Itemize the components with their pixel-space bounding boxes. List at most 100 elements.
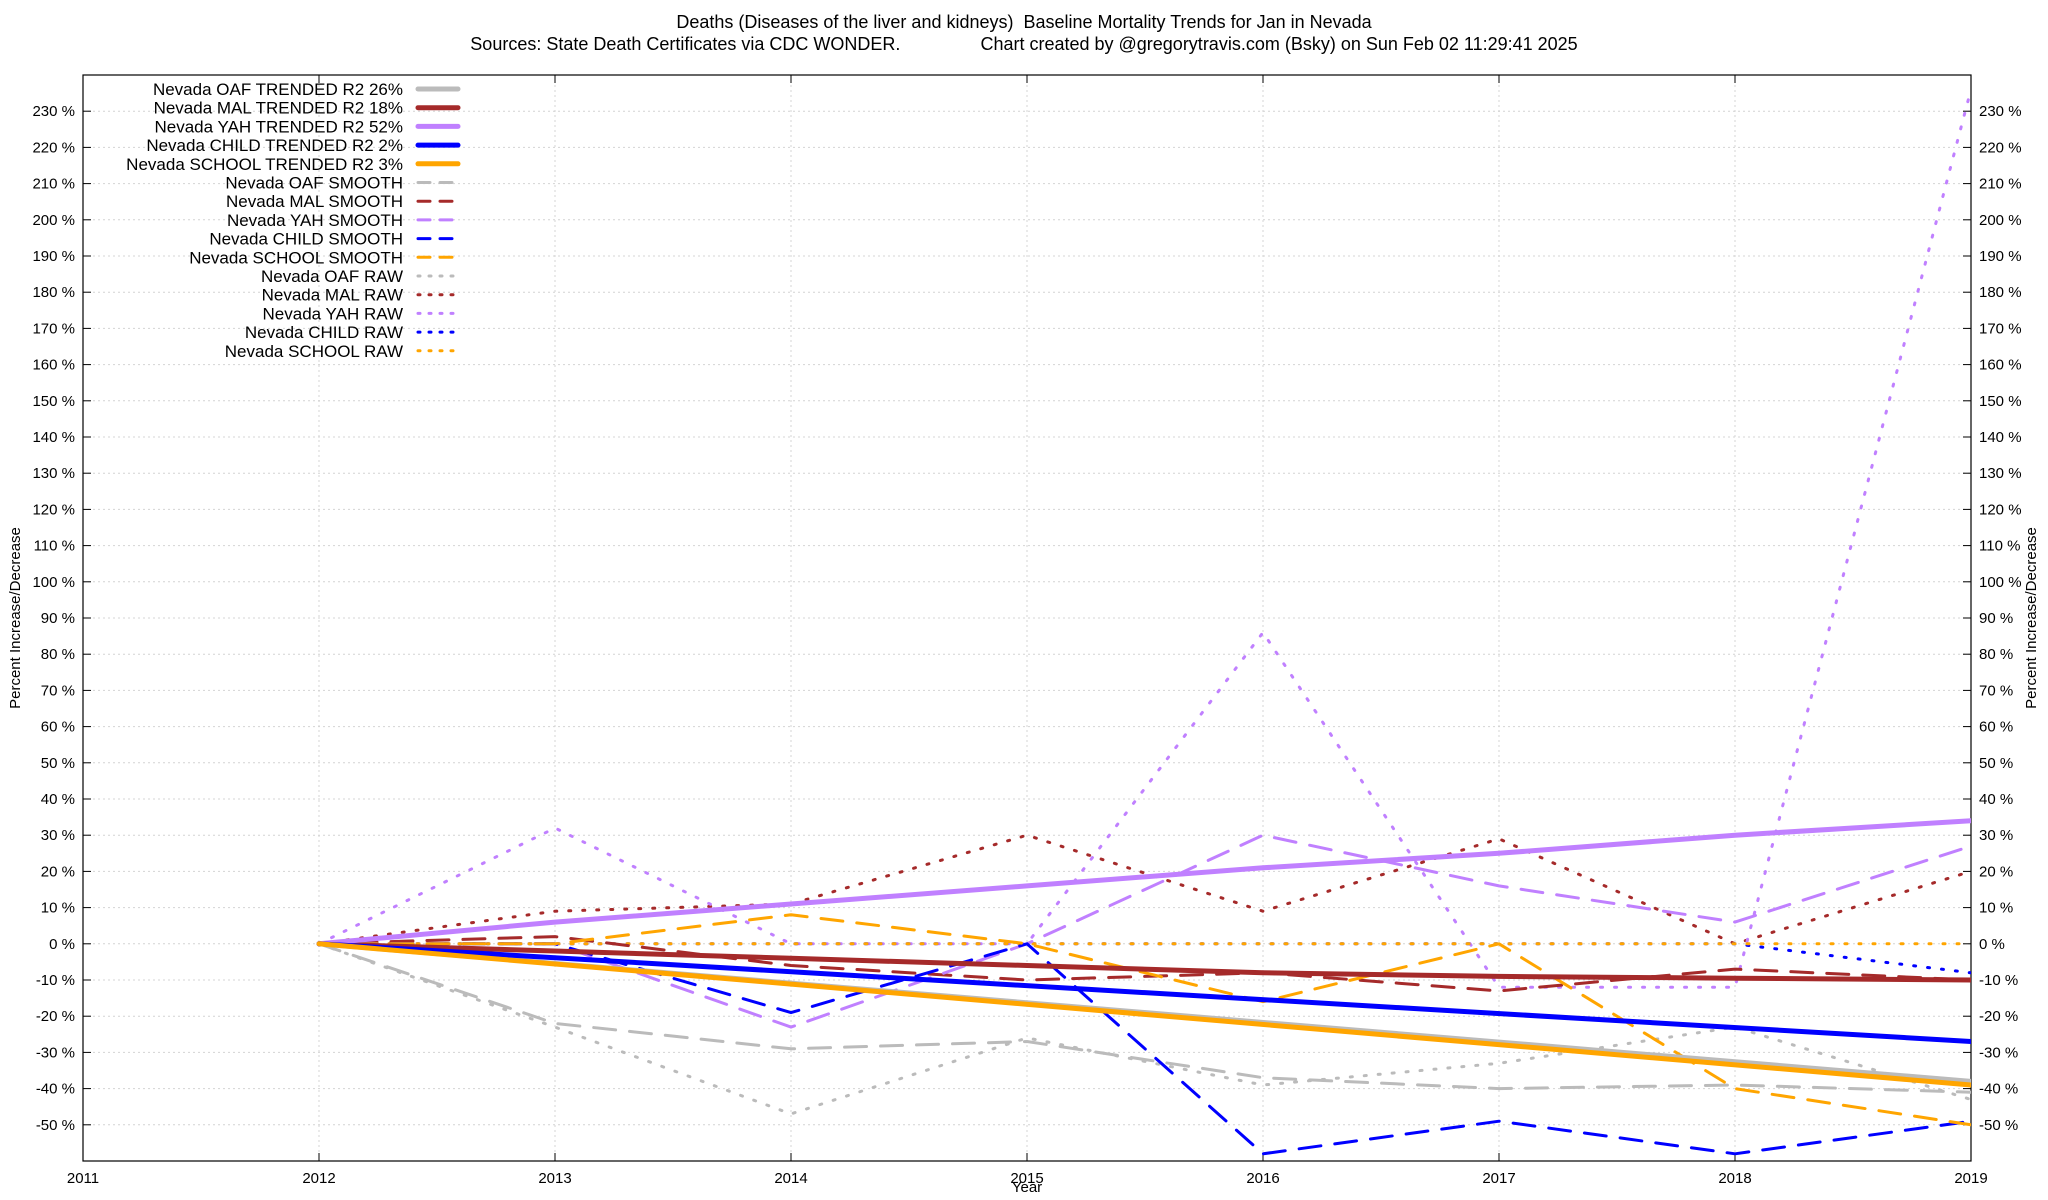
y-tick-label: -20 % xyxy=(36,1008,75,1025)
y2-tick-label: 210 % xyxy=(1979,176,2022,193)
y2-tick-label: -30 % xyxy=(1979,1044,2018,1061)
series-line-2 xyxy=(316,818,1971,947)
legend-label: Nevada OAF TRENDED R2 26% xyxy=(153,80,403,99)
x-tick-label: 2011 xyxy=(67,1170,99,1187)
y2-tick-label: 10 % xyxy=(1979,900,2013,917)
legend-label: Nevada CHILD TRENDED R2 2% xyxy=(146,136,403,155)
series-line-7 xyxy=(317,833,1971,1029)
legend-label: Nevada CHILD SMOOTH xyxy=(209,230,403,249)
grid xyxy=(83,75,1971,1161)
x-tick-label: 2013 xyxy=(538,1170,571,1187)
series-line-3 xyxy=(316,941,1971,1044)
y-tick-label: 210 % xyxy=(32,176,75,193)
y-tick-label: 190 % xyxy=(32,248,75,265)
y2-tick-label: -10 % xyxy=(1979,972,2018,989)
y2-tick-label: -50 % xyxy=(1979,1117,2018,1134)
series-line-6 xyxy=(317,935,1971,993)
y-tick-label: -40 % xyxy=(36,1081,75,1098)
y-tick-label: 70 % xyxy=(41,682,75,699)
y-tick-label: 160 % xyxy=(32,357,75,374)
y-tick-label: 80 % xyxy=(41,646,75,663)
y2-tick-label: 40 % xyxy=(1979,791,2013,808)
y2-tick-label: 230 % xyxy=(1979,103,2022,120)
y2-tick-label: -40 % xyxy=(1979,1081,2018,1098)
y-tick-label: 140 % xyxy=(32,429,75,446)
y-tick-label: 230 % xyxy=(32,103,75,120)
y2-tick-label: 60 % xyxy=(1979,719,2013,736)
y-tick-label: 120 % xyxy=(32,501,75,518)
y-tick-label: -50 % xyxy=(36,1117,75,1134)
y-tick-label: 130 % xyxy=(32,465,75,482)
y2-tick-label: 70 % xyxy=(1979,682,2013,699)
y-tick-label: 40 % xyxy=(41,791,75,808)
y2-tick-label: 220 % xyxy=(1979,139,2022,156)
legend-label: Nevada MAL RAW xyxy=(262,286,403,305)
x-tick-label: 2017 xyxy=(1482,1170,1515,1187)
x-axis-label: Year xyxy=(1012,1179,1042,1196)
y2-tick-label: 0 % xyxy=(1979,936,2005,953)
y2-axis-label: Percent Increase/Decrease xyxy=(2023,527,2040,709)
y2-tick-label: 140 % xyxy=(1979,429,2022,446)
y2-tick-label: 30 % xyxy=(1979,827,2013,844)
legend-label: Nevada SCHOOL TRENDED R2 3% xyxy=(126,155,403,174)
y-tick-label: 30 % xyxy=(41,827,75,844)
y-tick-label: 20 % xyxy=(41,863,75,880)
legend-label: Nevada MAL TRENDED R2 18% xyxy=(154,99,403,118)
y2-tick-label: 50 % xyxy=(1979,755,2013,772)
y2-tick-label: 80 % xyxy=(1979,646,2013,663)
y2-tick-label: 90 % xyxy=(1979,610,2013,627)
chart-title: Deaths (Diseases of the liver and kidney… xyxy=(676,12,1372,32)
y-tick-label: -10 % xyxy=(36,972,75,989)
legend-label: Nevada YAH RAW xyxy=(263,304,403,323)
series-line-1 xyxy=(316,941,1971,983)
series-line-4 xyxy=(316,941,1971,1088)
y-tick-label: 60 % xyxy=(41,719,75,736)
y2-tick-label: 100 % xyxy=(1979,574,2022,591)
y-tick-label: 220 % xyxy=(32,139,75,156)
y-tick-label: 170 % xyxy=(32,320,75,337)
y-axis-label: Percent Increase/Decrease xyxy=(7,527,24,709)
y2-tick-label: 170 % xyxy=(1979,320,2022,337)
y-tick-label: -30 % xyxy=(36,1044,75,1061)
series-line-12 xyxy=(317,88,1971,989)
y2-tick-label: 150 % xyxy=(1979,393,2022,410)
y2-tick-label: 160 % xyxy=(1979,357,2022,374)
axis-ticks: 2011 2012 2013 2014 2015 2016 2017 2018 2019 -50 … xyxy=(32,75,2022,1187)
x-tick-label: 2015 xyxy=(1010,1170,1043,1187)
chart-subtitle: Sources: State Death Certificates via CD… xyxy=(470,34,1578,54)
legend-label: Nevada MAL SMOOTH xyxy=(226,192,403,211)
series-line-5 xyxy=(317,942,1971,1094)
series-line-9 xyxy=(317,913,1971,1127)
x-tick-label: 2016 xyxy=(1246,1170,1279,1187)
y2-tick-label: 180 % xyxy=(1979,284,2022,301)
y2-tick-label: 20 % xyxy=(1979,863,2013,880)
x-tick-label: 2018 xyxy=(1718,1170,1751,1187)
legend-label: Nevada SCHOOL SMOOTH xyxy=(189,248,403,267)
y2-tick-label: 110 % xyxy=(1979,538,2020,555)
series-lines xyxy=(316,88,1971,1156)
series-line-10 xyxy=(317,942,1971,1116)
y-tick-label: 150 % xyxy=(32,393,75,410)
y2-tick-label: 200 % xyxy=(1979,212,2022,229)
legend-label: Nevada OAF RAW xyxy=(261,267,403,286)
y-tick-label: 0 % xyxy=(49,936,75,953)
legend-label: Nevada CHILD RAW xyxy=(245,323,403,342)
y2-tick-label: 130 % xyxy=(1979,465,2022,482)
legend-label: Nevada SCHOOL RAW xyxy=(225,342,403,361)
legend-label: Nevada OAF SMOOTH xyxy=(225,174,403,193)
y-tick-label: 10 % xyxy=(41,900,75,917)
y2-tick-label: -20 % xyxy=(1979,1008,2018,1025)
y2-tick-label: 190 % xyxy=(1979,248,2022,265)
legend: Nevada OAF TRENDED R2 26%Nevada MAL TREN… xyxy=(126,80,461,361)
y-tick-label: 90 % xyxy=(41,610,75,627)
legend-label: Nevada YAH TRENDED R2 52% xyxy=(155,117,404,136)
series-line-11 xyxy=(317,833,1971,946)
legend-label: Nevada YAH SMOOTH xyxy=(227,211,403,230)
y-tick-label: 200 % xyxy=(32,212,75,229)
y-tick-label: 110 % xyxy=(34,538,75,555)
y-tick-label: 50 % xyxy=(41,755,75,772)
y-tick-label: 180 % xyxy=(32,284,75,301)
x-tick-label: 2012 xyxy=(302,1170,335,1187)
y-tick-label: 100 % xyxy=(32,574,75,591)
